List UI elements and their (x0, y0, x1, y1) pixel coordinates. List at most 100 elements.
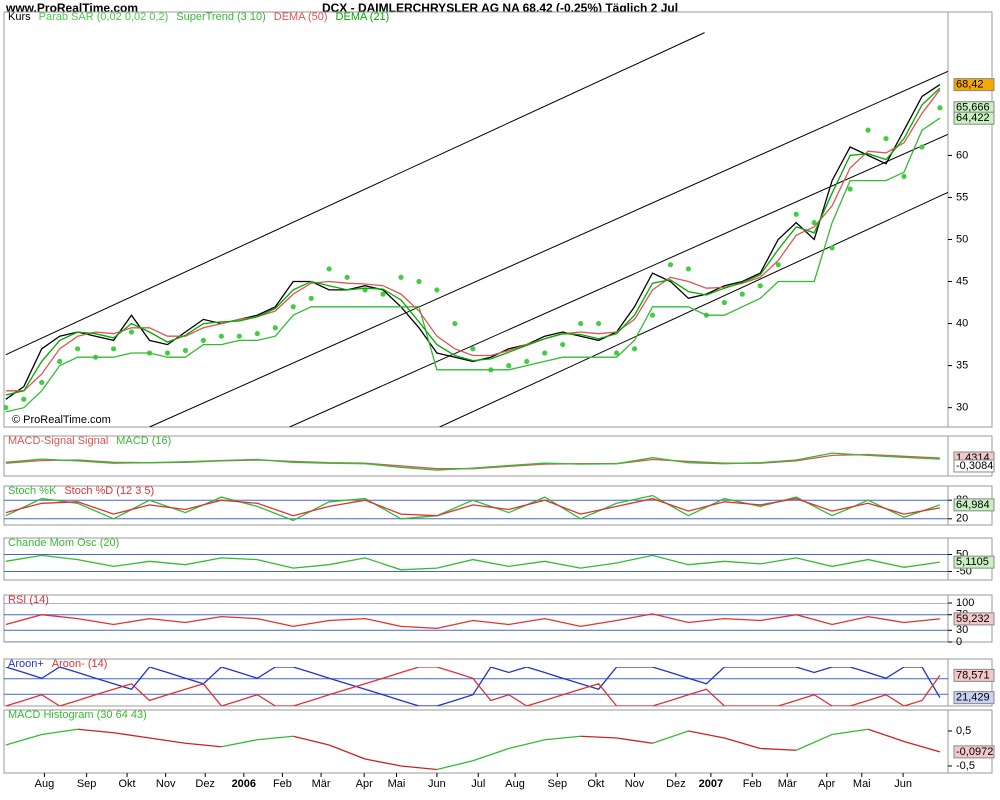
sar-dot (811, 220, 817, 226)
sar-dot (739, 291, 745, 297)
series-line (5, 667, 941, 706)
last-value-box (953, 555, 995, 569)
trend-line (5, 32, 705, 356)
sar-dot (254, 331, 260, 337)
sar-dot (596, 320, 602, 327)
legend: Kurs Parab SAR (0,02 0,02 0,2) SuperTrend … (8, 11, 389, 23)
series-line (5, 497, 941, 517)
last-value-box (953, 745, 995, 759)
panel (3, 11, 993, 428)
legend-entry: DEMA (21) (336, 11, 390, 23)
histogram-line (688, 730, 725, 739)
sar-dot (434, 287, 440, 293)
sar-dot (829, 245, 835, 251)
sar-dot (542, 350, 548, 356)
last-value-box (953, 459, 995, 473)
x-tick-label: Dez (195, 778, 215, 790)
sar-dot (75, 346, 81, 352)
legend-entry: MACD Histogram (30 64 43) (8, 709, 147, 721)
legend: MACD Histogram (30 64 43) (8, 709, 147, 721)
legend: MACD-Signal Signal MACD (16) (8, 435, 171, 447)
sar-dot (21, 396, 27, 402)
last-value-label: -0,3084 (956, 460, 993, 472)
panel (3, 709, 993, 774)
y-tick-label: 35 (956, 360, 968, 372)
sar-dot (398, 274, 404, 280)
y-tick-label: 60 (956, 149, 968, 161)
legend-entry: Aroon- (14) (52, 658, 108, 670)
y-tick-label: 50 (956, 233, 968, 245)
sar-dot (613, 350, 620, 356)
histogram-line (41, 728, 78, 736)
sar-dot (901, 173, 907, 180)
sar-dot (4, 405, 9, 411)
histogram-line (77, 728, 114, 734)
sar-dot (721, 299, 727, 306)
histogram-line (472, 747, 509, 762)
x-tick-label: Jul (471, 778, 485, 790)
series-line (5, 554, 940, 571)
histogram-line (221, 739, 258, 748)
last-value-box (953, 691, 995, 705)
last-value-label: -0,0972 (956, 746, 993, 758)
legend-entry: Stoch %D (12 3 5) (64, 485, 154, 497)
y-tick-label: 45 (956, 275, 968, 287)
histogram-line (113, 732, 150, 739)
legend-entry: Kurs (8, 11, 31, 23)
series-line (5, 87, 941, 396)
plot-area (4, 32, 948, 427)
plot-area (4, 554, 948, 572)
x-tick-label: Feb (743, 778, 762, 790)
x-tick-label: Nov (625, 778, 645, 790)
sar-dot (524, 358, 530, 365)
histogram-line (328, 744, 366, 760)
series-line (5, 84, 941, 400)
legend: Aroon+ Aroon- (14) (8, 658, 107, 670)
sar-dot (685, 266, 692, 272)
x-tick-label: Jun (894, 778, 912, 790)
last-value-label: 21,429 (956, 692, 990, 704)
sar-dot (164, 350, 171, 356)
legend-entry: Stoch %K (8, 485, 57, 497)
series-line (5, 117, 941, 413)
legend-entry: RSI (14) (8, 594, 49, 606)
series-line (5, 613, 940, 630)
y-tick-label: -0,5 (956, 760, 975, 772)
legend-entry: Chande Mom Osc (20) (8, 537, 119, 549)
sar-dot (272, 325, 278, 331)
sar-dot (937, 105, 943, 111)
histogram-line (832, 728, 869, 736)
sar-dot (578, 320, 584, 327)
sar-dot (57, 358, 63, 365)
y-tick-label: 40 (956, 317, 968, 329)
sar-dot (506, 363, 512, 369)
histogram-line (544, 735, 581, 741)
sar-dot (128, 329, 135, 335)
legend-entry: DEMA (50) (274, 11, 328, 23)
sar-dot (39, 379, 45, 386)
last-value-label: 78,571 (956, 669, 990, 681)
legend-entry: SuperTrend (3 10) (176, 11, 265, 23)
sar-dot (865, 127, 871, 133)
legend: Stoch %K Stoch %D (12 3 5) (8, 485, 154, 497)
histogram-line (400, 765, 437, 771)
x-tick-label: Apr (818, 778, 835, 790)
histogram-line (903, 740, 941, 753)
last-value-label: 64,422 (956, 112, 990, 124)
x-tick-label: Sep (77, 778, 97, 790)
last-value-label: 59,232 (956, 613, 990, 625)
sar-dot (793, 211, 799, 217)
x-tick-label: Jun (428, 778, 446, 790)
legend-entry: MACD (16) (116, 435, 171, 447)
y-tick-label: 30 (956, 402, 968, 414)
sar-dot (847, 186, 853, 192)
sar-dot (110, 346, 117, 352)
x-tick-label: 2006 (232, 778, 256, 790)
histogram-line (257, 735, 294, 741)
x-tick-label: Mai (388, 778, 406, 790)
x-tick-label: Okt (118, 778, 135, 790)
x-tick-label: Mai (853, 778, 871, 790)
sar-dot (344, 274, 350, 280)
